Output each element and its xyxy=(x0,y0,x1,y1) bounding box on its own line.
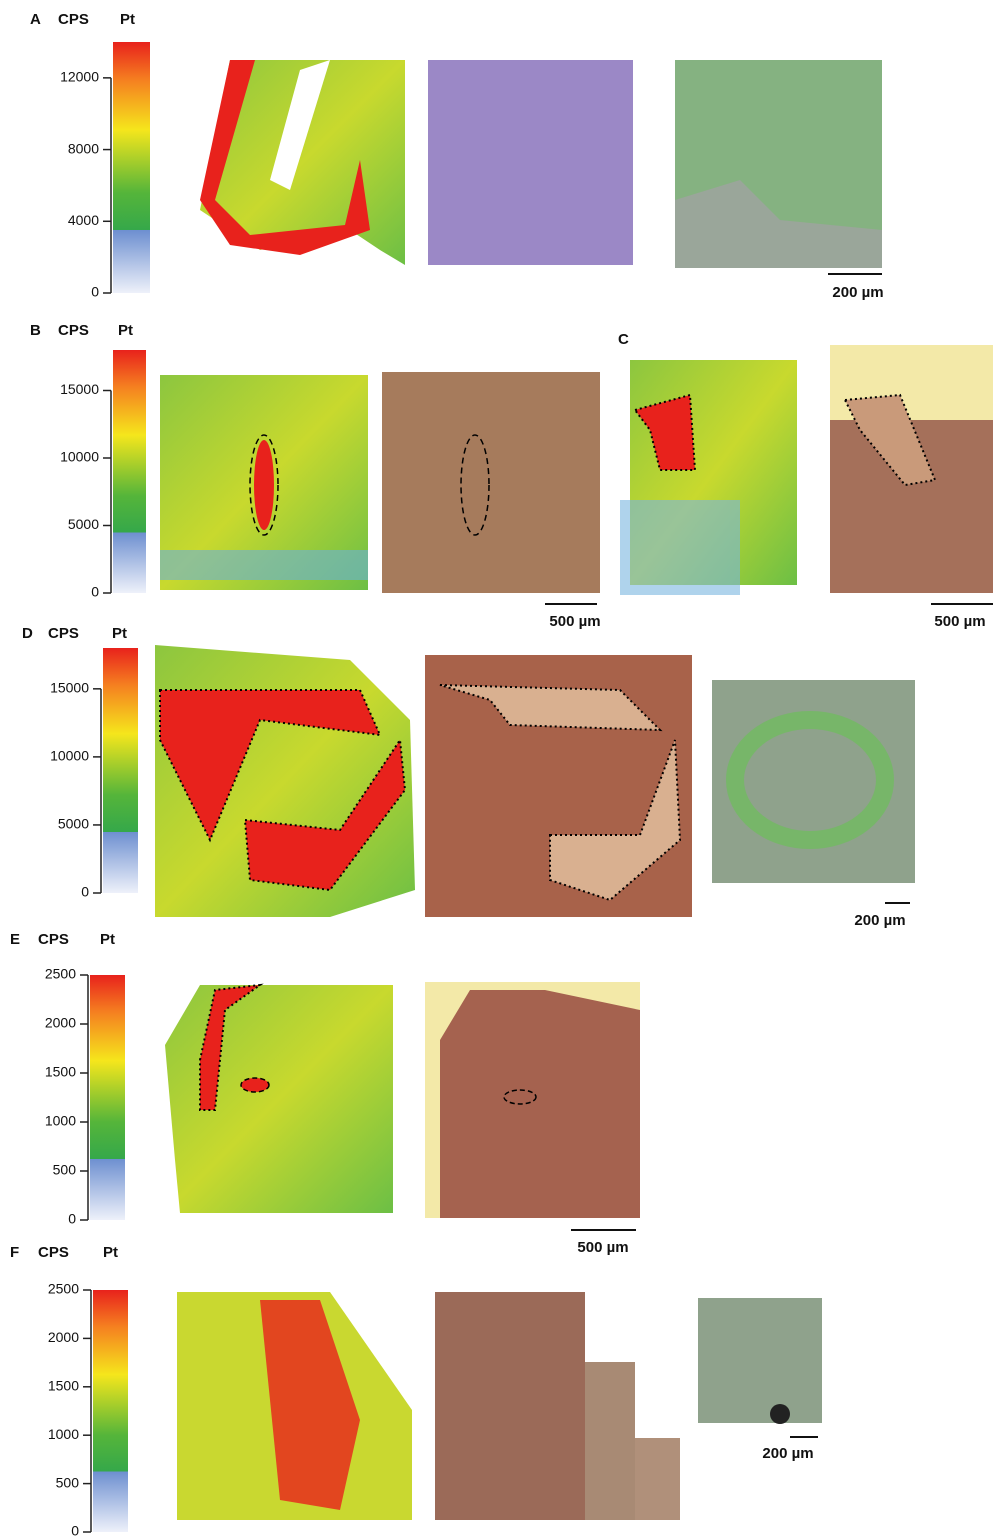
cps-label: CPS xyxy=(58,322,89,339)
scale-bar-label: 500 µm xyxy=(549,613,600,630)
heatmap-b xyxy=(160,375,368,590)
tick-label: 1500 xyxy=(45,1064,76,1080)
panel-label: E xyxy=(10,931,20,948)
heatmap-c xyxy=(620,360,797,595)
panel-label: B xyxy=(30,322,41,339)
tick-label: 5000 xyxy=(68,516,99,532)
scale-bar-label: 200 µm xyxy=(854,912,905,929)
cps-label: CPS xyxy=(48,625,79,642)
pt-label: Pt xyxy=(120,11,135,28)
pt-label: Pt xyxy=(100,931,115,948)
tick-label: 0 xyxy=(71,1523,79,1539)
tick-label: 10000 xyxy=(60,449,99,465)
tick-label: 500 xyxy=(53,1162,77,1178)
tick-label: 1000 xyxy=(48,1426,79,1442)
figure: C ACPSPt04000800012000BCPSPt050001000015… xyxy=(0,0,995,1539)
tick-label: 15000 xyxy=(60,381,99,397)
color-bar xyxy=(113,42,150,293)
tick-label: 0 xyxy=(91,284,99,300)
panel-label: C xyxy=(618,331,629,348)
tick-label: 1000 xyxy=(45,1113,76,1129)
tick-label: 8000 xyxy=(68,140,99,156)
tick-label: 5000 xyxy=(58,816,89,832)
tick-label: 4000 xyxy=(68,212,99,228)
panel-label: D xyxy=(22,625,33,642)
histology-e xyxy=(425,982,640,1218)
color-bar xyxy=(113,350,146,593)
scale-bar-label: 500 µm xyxy=(577,1239,628,1256)
heatmap-d xyxy=(155,645,415,917)
heatmap-f xyxy=(177,1292,412,1520)
cps-label: CPS xyxy=(38,931,69,948)
tick-label: 1500 xyxy=(48,1378,79,1394)
cps-label: CPS xyxy=(38,1244,69,1261)
color-bar xyxy=(93,1290,128,1532)
tick-label: 15000 xyxy=(50,680,89,696)
pt-label: Pt xyxy=(103,1244,118,1261)
tick-label: 2000 xyxy=(45,1015,76,1031)
tick-label: 2500 xyxy=(45,966,76,982)
tick-label: 0 xyxy=(91,584,99,600)
cps-label: CPS xyxy=(58,11,89,28)
tick-label: 2000 xyxy=(48,1329,79,1345)
tick-label: 12000 xyxy=(60,69,99,85)
histology-d xyxy=(425,655,692,917)
tick-label: 0 xyxy=(68,1211,76,1227)
color-bar xyxy=(90,975,125,1220)
pt-label: Pt xyxy=(112,625,127,642)
tick-label: 10000 xyxy=(50,748,89,764)
heatmap-a xyxy=(200,60,405,265)
color-bar xyxy=(103,648,138,893)
tick-label: 0 xyxy=(81,884,89,900)
scale-bar-label: 500 µm xyxy=(934,613,985,630)
histology-f xyxy=(435,1292,680,1520)
panel-label: F xyxy=(10,1244,19,1261)
he-stain-a xyxy=(428,60,633,265)
fluorescence-f xyxy=(698,1298,822,1423)
scale-bar-label: 200 µm xyxy=(832,284,883,301)
tick-label: 2500 xyxy=(48,1281,79,1297)
scale-bar-label: 200 µm xyxy=(762,1445,813,1462)
pt-label: Pt xyxy=(118,322,133,339)
histology-b xyxy=(382,372,600,593)
histology-c xyxy=(830,345,993,593)
tick-label: 500 xyxy=(56,1474,80,1490)
heatmap-e xyxy=(165,985,393,1213)
panel-label: A xyxy=(30,11,41,28)
